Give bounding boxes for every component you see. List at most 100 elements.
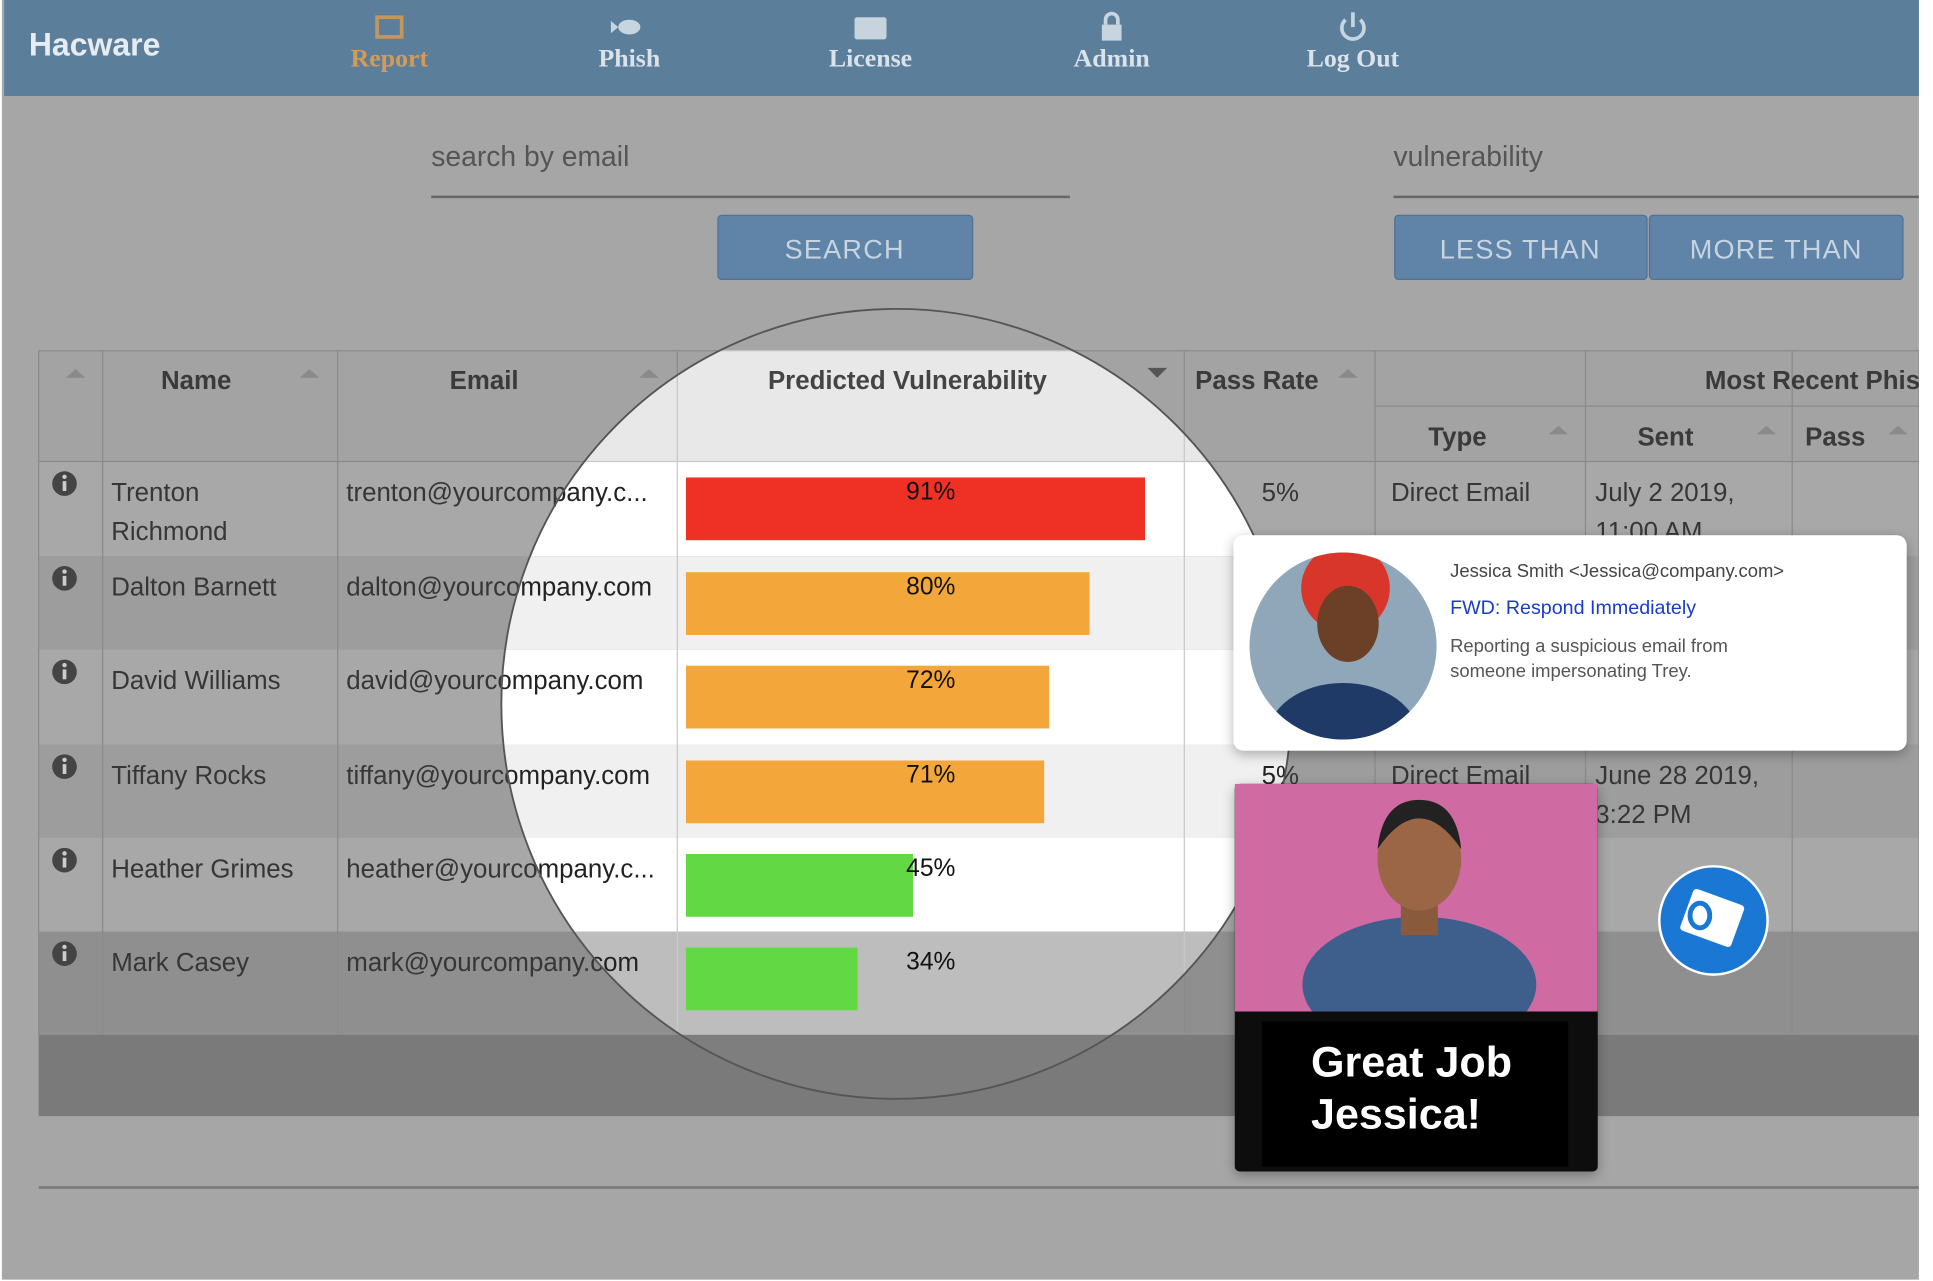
info-icon-dot <box>62 757 67 763</box>
cell-text: Tiffany Rocks <box>111 762 266 790</box>
cell-text: Dalton Barnett <box>111 574 276 602</box>
notification-body: Reporting a suspicious email from <box>1450 635 1728 656</box>
sort-arrow[interactable] <box>1756 425 1777 435</box>
email-notification: Jessica Smith <Jessica@company.com> FWD:… <box>1233 535 1907 751</box>
vulnerability-bar <box>685 760 1045 824</box>
cell-text: David Williams <box>111 667 280 695</box>
cell-text: Mark Casey <box>111 949 249 977</box>
info-icon-dot <box>62 944 67 950</box>
vulnerability-input[interactable]: vulnerability <box>1394 140 1544 172</box>
info-icon-glyph <box>62 575 67 586</box>
license-icon <box>854 17 887 40</box>
search-button[interactable] <box>717 214 974 280</box>
admin-shackle <box>1103 11 1120 25</box>
nav-item[interactable]: Admin <box>1074 43 1150 72</box>
info-icon-dot <box>62 569 67 574</box>
cell-text: Trenton <box>111 479 199 507</box>
search-input[interactable]: search by email <box>431 140 629 172</box>
less-than-button[interactable] <box>1394 214 1648 280</box>
cell-text: tiffany@yourcompany.com <box>346 762 650 790</box>
info-icon-glyph <box>62 669 67 680</box>
nav-item[interactable]: Phish <box>598 43 660 72</box>
notification-body: someone impersonating Trey. <box>1450 660 1692 681</box>
nav-bar <box>4 0 1919 96</box>
sort-arrow[interactable] <box>1888 425 1908 435</box>
info-icon-glyph <box>62 764 67 775</box>
vulnerability-bar <box>685 665 1050 729</box>
vulnerability-bar <box>685 572 1090 635</box>
logout-icon <box>1340 18 1366 41</box>
nav-items: Report Phish License Admin Log Out <box>351 43 1400 72</box>
caption: Jessica! <box>1311 1090 1481 1138</box>
photo-hair <box>1377 799 1462 850</box>
vulnerability-bar <box>685 947 858 1011</box>
more-than-button[interactable] <box>1648 214 1904 280</box>
column-header[interactable]: Email <box>450 367 519 395</box>
cell-text: david@yourcompany.com <box>346 667 643 695</box>
nav-item[interactable]: License <box>829 43 912 72</box>
cell-text: dalton@yourcompany.com <box>346 574 652 602</box>
vulnerability-label: 71% <box>906 762 955 789</box>
sort-arrow[interactable] <box>65 369 86 378</box>
outlook-o <box>1687 900 1713 931</box>
nav-item[interactable]: Report <box>351 43 429 72</box>
sort-arrow[interactable] <box>639 369 659 378</box>
sort-arrow[interactable] <box>1548 425 1569 435</box>
column-subheader[interactable]: Sent <box>1637 423 1693 451</box>
cell-text: 5% <box>1262 479 1299 507</box>
caption-box <box>1261 1021 1569 1167</box>
column-subheader[interactable]: Type <box>1428 423 1486 451</box>
vulnerability-label: 72% <box>906 667 955 694</box>
phish-icon <box>618 19 641 35</box>
vulnerability-label: 91% <box>906 479 955 506</box>
info-icon-dot <box>62 662 67 668</box>
vulnerability-label: 45% <box>906 855 955 882</box>
vulnerability-bar <box>685 477 1146 541</box>
photo-face <box>1377 807 1462 911</box>
more-than-label[interactable]: MORE THAN <box>1690 233 1863 264</box>
vulnerability-bar <box>685 854 913 917</box>
column-subheader[interactable]: Pass <box>1805 423 1865 451</box>
phish-tail <box>610 20 619 34</box>
congrats-card: Great Job Jessica! <box>1234 783 1598 1172</box>
sort-arrow[interactable] <box>299 369 320 378</box>
caption: Great Job <box>1311 1039 1512 1087</box>
avatar-shirt <box>1266 682 1420 740</box>
info-icon-dot <box>62 474 67 480</box>
outlook-badge <box>1658 865 1769 976</box>
photo <box>1234 783 1598 1012</box>
avatar <box>1249 552 1437 740</box>
admin-icon <box>1101 24 1122 41</box>
sort-arrow[interactable] <box>1147 367 1168 378</box>
vulnerability-label: 34% <box>906 949 955 976</box>
vulnerability-label: 80% <box>906 573 955 600</box>
column-header[interactable]: Pass Rate <box>1195 367 1318 395</box>
less-than-label[interactable]: LESS THAN <box>1440 233 1601 264</box>
column-header: Most Recent Phish <box>1705 367 1933 395</box>
notification-subject[interactable]: FWD: Respond Immediately <box>1450 597 1696 619</box>
info-icon-glyph <box>62 951 67 962</box>
column-header[interactable]: Name <box>161 367 231 395</box>
avatar-face <box>1317 585 1379 663</box>
sort-arrow[interactable] <box>1338 369 1358 378</box>
cell-text: July 2 2019, <box>1595 479 1734 507</box>
search-button-label[interactable]: SEARCH <box>785 233 905 264</box>
info-icon-glyph <box>62 481 67 491</box>
cell-text: Direct Email <box>1391 479 1530 507</box>
info-icon-glyph <box>62 857 67 868</box>
report-icon <box>375 15 404 39</box>
notification-sender: Jessica Smith <Jessica@company.com> <box>1450 560 1784 581</box>
cell-text: Richmond <box>111 518 227 546</box>
nav-icons <box>375 11 1366 41</box>
cell-text: Heather Grimes <box>111 855 293 883</box>
cell-text: 3:22 PM <box>1595 801 1691 829</box>
info-icon-dot <box>62 851 67 856</box>
photo-shirt <box>1302 916 1537 1012</box>
cell-text: June 28 2019, <box>1595 762 1759 790</box>
brand: Hacware <box>29 26 161 62</box>
nav-item[interactable]: Log Out <box>1307 43 1400 72</box>
column-header[interactable]: Predicted Vulnerability <box>768 367 1048 395</box>
